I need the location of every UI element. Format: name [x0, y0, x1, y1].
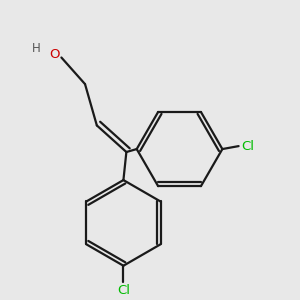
Text: H: H	[32, 42, 41, 55]
Text: O: O	[49, 48, 59, 61]
Text: Cl: Cl	[117, 284, 130, 297]
Text: Cl: Cl	[241, 140, 254, 153]
